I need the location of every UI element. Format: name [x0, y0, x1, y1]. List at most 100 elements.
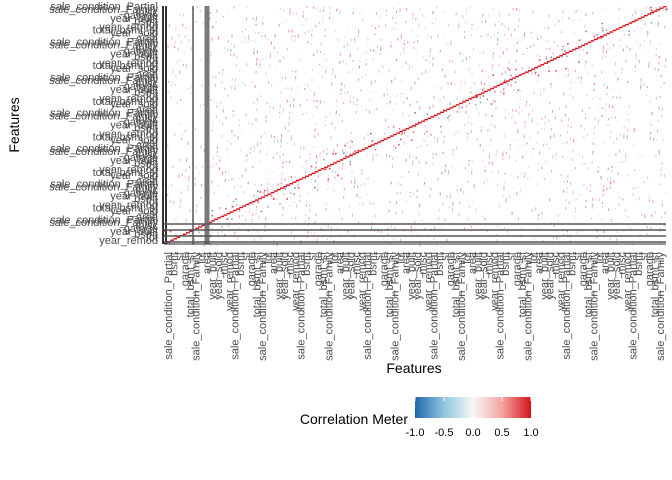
heatmap-cell — [605, 29, 608, 31]
heatmap-cell — [347, 41, 349, 45]
heatmap-cell — [403, 51, 405, 54]
heatmap-cell — [304, 32, 306, 35]
heatmap-cell — [425, 70, 427, 74]
heatmap-cell — [613, 44, 615, 47]
heatmap-cell — [542, 240, 544, 242]
heatmap-cell — [225, 208, 227, 210]
heatmap-cell — [438, 217, 440, 220]
heatmap-cell — [650, 131, 652, 134]
heatmap-cell — [190, 47, 192, 51]
heatmap-cell — [559, 241, 561, 244]
heatmap-cell — [186, 64, 188, 67]
heatmap-cell — [354, 180, 356, 184]
heatmap-cell — [495, 149, 498, 153]
heatmap-cell — [527, 177, 529, 180]
diagonal-cell — [496, 84, 501, 87]
heatmap-cell — [284, 87, 286, 90]
heatmap-cell — [447, 82, 449, 85]
heatmap-cell — [630, 227, 632, 231]
heatmap-cell — [193, 8, 195, 10]
heatmap-cell — [602, 193, 604, 196]
heatmap-cell — [504, 78, 506, 82]
heatmap-cell — [247, 181, 249, 185]
heatmap-cell — [311, 33, 313, 36]
heatmap-cell — [571, 158, 573, 161]
diagonal-cell — [518, 74, 523, 76]
diagonal-cell — [236, 208, 240, 210]
heatmap-cell — [250, 147, 252, 150]
heatmap-cell — [227, 179, 230, 182]
heatmap-cell — [558, 20, 560, 23]
heatmap-cell — [210, 51, 212, 54]
diagonal-cell — [355, 151, 360, 154]
heatmap-cell — [194, 128, 197, 130]
heatmap-cell — [646, 226, 648, 229]
x-tick-label: garage — [445, 252, 457, 286]
x-tick-label: year_remod — [622, 252, 634, 311]
heatmap-cell — [526, 47, 528, 50]
heatmap-cell — [364, 74, 367, 76]
heatmap-cell — [541, 118, 543, 120]
heatmap-cell — [343, 45, 345, 48]
heatmap-cell — [660, 173, 662, 177]
heatmap-cell — [324, 35, 326, 38]
heatmap-cell — [482, 95, 485, 97]
heatmap-cell — [184, 176, 187, 179]
heatmap-cell — [370, 82, 373, 85]
x-tick-label: area — [401, 251, 413, 274]
heatmap-cell — [514, 28, 516, 32]
heatmap-cell — [395, 212, 397, 215]
diagonal-cell — [333, 162, 338, 164]
heatmap-cell — [226, 218, 229, 220]
heatmap-cell — [447, 174, 449, 176]
heatmap-cell — [324, 28, 326, 31]
heatmap-cell — [285, 73, 287, 76]
heatmap-cell — [482, 158, 484, 162]
heatmap-cell — [367, 37, 369, 41]
heatmap-cell — [511, 212, 513, 215]
heatmap-cell — [167, 91, 169, 93]
heatmap-cell — [651, 112, 653, 116]
y-tick-label: lot — [146, 232, 158, 244]
heatmap-cell — [297, 184, 299, 187]
heatmap-cell — [344, 155, 347, 157]
heatmap-cell — [655, 97, 657, 100]
x-tick-label: sale_condition_Family — [456, 252, 468, 361]
heatmap-cell — [292, 200, 295, 203]
diagonal-cell — [311, 172, 316, 174]
heatmap-cell — [464, 31, 466, 33]
heatmap-cell — [282, 165, 284, 169]
heatmap-cell — [502, 195, 504, 198]
heatmap-cell — [507, 67, 509, 69]
heatmap-cell — [486, 98, 488, 101]
heatmap-cell — [187, 142, 189, 146]
heatmap-cell — [305, 213, 307, 217]
heatmap-cell — [538, 214, 540, 217]
heatmap-cell — [326, 202, 328, 205]
heatmap-cell — [526, 142, 528, 145]
heatmap-cell — [465, 8, 468, 11]
heatmap-cell — [213, 191, 215, 195]
heatmap-cell — [264, 230, 266, 232]
heatmap-cell — [219, 207, 221, 210]
heatmap-cell — [650, 124, 652, 126]
heatmap-cell — [221, 122, 224, 125]
diagonal-cell — [186, 232, 190, 234]
heatmap-cell — [180, 98, 182, 101]
heatmap-cell — [336, 99, 338, 103]
heatmap-cell — [349, 152, 351, 155]
diagonal-cell — [176, 236, 181, 238]
heatmap-cell — [456, 185, 458, 188]
y-tick-label: bsmt — [134, 158, 158, 170]
heatmap-cell — [658, 150, 660, 154]
heatmap-cell — [531, 120, 533, 123]
x-tick-label: sale_condition_Partial — [362, 252, 374, 360]
heatmap-cell — [313, 146, 315, 148]
heatmap-cell — [282, 9, 285, 11]
heatmap-cell — [290, 87, 292, 89]
heatmap-cell — [498, 21, 500, 23]
heatmap-cell — [661, 114, 663, 117]
heatmap-cell — [631, 14, 633, 16]
heatmap-cell — [324, 168, 327, 171]
heatmap-cell — [343, 102, 345, 104]
